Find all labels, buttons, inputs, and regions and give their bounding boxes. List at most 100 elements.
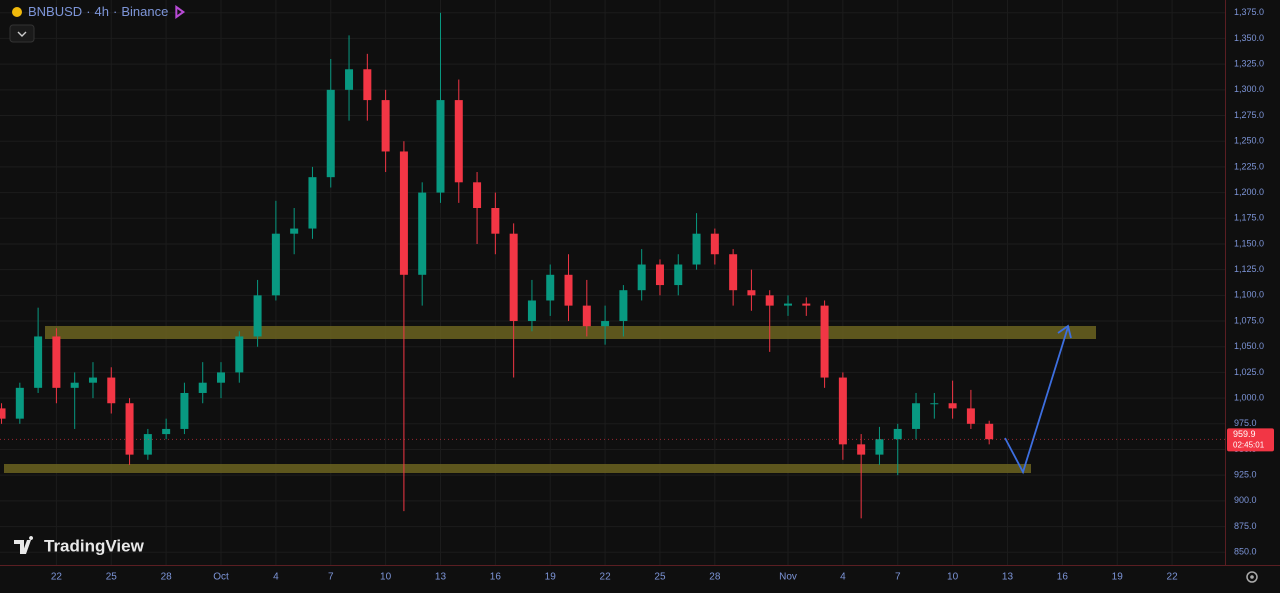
x-tick-label: 16	[490, 572, 502, 583]
share-icon[interactable]	[175, 5, 186, 19]
x-tick-label: 13	[435, 572, 447, 583]
candle-body	[217, 372, 226, 383]
candle-body	[582, 305, 591, 327]
x-tick-label: 19	[1112, 572, 1124, 583]
last-price-tag	[1227, 428, 1274, 452]
settings-button[interactable]	[1246, 571, 1258, 583]
candle-body	[34, 336, 43, 388]
candle-body	[564, 274, 573, 306]
last-price-label: 959.9	[1233, 429, 1256, 439]
candle-body	[601, 321, 610, 327]
candles	[0, 12, 994, 519]
symbol-icon	[12, 7, 22, 17]
separator: ·	[86, 4, 90, 19]
collapse-button[interactable]	[9, 24, 35, 43]
y-tick-label: 1,150.0	[1234, 238, 1264, 248]
candle-body	[436, 100, 445, 193]
x-tick-label: 4	[273, 572, 279, 583]
candle-body	[454, 100, 463, 183]
candle-body	[363, 69, 372, 101]
y-tick-label: 975.0	[1234, 418, 1257, 428]
x-tick-label: 7	[895, 572, 901, 583]
candle-body	[985, 423, 994, 440]
y-tick-label: 925.0	[1234, 470, 1257, 480]
candle-body	[0, 408, 6, 419]
candle-body	[838, 377, 847, 445]
candle-body	[180, 392, 189, 429]
candle-body	[162, 428, 171, 435]
x-tick-label: 25	[654, 572, 666, 583]
y-tick-label: 875.0	[1234, 521, 1257, 531]
candle-body	[820, 305, 829, 378]
candle-body	[308, 177, 317, 229]
x-tick-label: 10	[380, 572, 392, 583]
projection-arrow	[1004, 326, 1069, 475]
candle-body	[857, 444, 866, 455]
y-tick-label: 1,375.0	[1234, 7, 1264, 17]
x-tick-label: 25	[106, 572, 118, 583]
candle-body	[710, 233, 719, 255]
y-tick-label: 1,300.0	[1234, 84, 1264, 94]
arrow-head	[1057, 324, 1072, 339]
x-tick-label: 28	[161, 572, 173, 583]
y-tick-label: 850.0	[1234, 547, 1257, 557]
candle-body	[198, 382, 207, 393]
chevron	[17, 31, 27, 37]
x-tick-label: 28	[709, 572, 721, 583]
candle-body	[527, 300, 536, 322]
candle-body	[52, 336, 61, 388]
separator: ·	[113, 4, 117, 19]
candle-body	[418, 192, 427, 275]
candle-body	[655, 264, 664, 286]
candle-body	[875, 439, 884, 455]
y-tick-label: 1,100.0	[1234, 290, 1264, 300]
logo-text: TradingView	[44, 536, 145, 555]
candle-body	[930, 403, 939, 405]
support-zone	[4, 464, 1031, 473]
price-axis: 850.0875.0900.0925.0950.0975.01,000.01,0…	[1234, 7, 1264, 557]
x-tick-label: 22	[51, 572, 63, 583]
candle-body	[674, 264, 683, 286]
candle-body	[948, 403, 957, 409]
candle-body	[399, 151, 408, 275]
candle-body	[893, 428, 902, 440]
candle-body	[345, 69, 354, 90]
candle-body	[546, 274, 555, 301]
candle-body	[15, 387, 24, 419]
candle-body	[290, 228, 299, 234]
interval[interactable]: 4h	[95, 4, 109, 19]
y-tick-label: 1,200.0	[1234, 187, 1264, 197]
candle-body	[271, 233, 280, 296]
candle-body	[88, 377, 97, 383]
candle-body	[326, 89, 335, 178]
x-tick-label: 22	[1167, 572, 1179, 583]
candle-body	[253, 295, 262, 337]
candle-body	[692, 233, 701, 265]
y-tick-label: 1,025.0	[1234, 367, 1264, 377]
time-axis: 22 25 28 Oct 4 7 10 13 16 19 22 25 28 Nov 4 7 10 13 16 19 22	[51, 572, 1178, 583]
candle-body	[619, 290, 628, 322]
candle-body	[107, 377, 116, 404]
candle-body	[235, 336, 244, 373]
candle-body	[70, 382, 79, 388]
y-tick-label: 1,075.0	[1234, 315, 1264, 325]
x-tick-label: 4	[840, 572, 846, 583]
candle-body	[784, 303, 792, 306]
x-tick-label: Nov	[779, 572, 797, 583]
x-tick-label: 10	[947, 572, 959, 583]
y-tick-label: 1,225.0	[1234, 161, 1264, 171]
candle-body	[729, 254, 738, 291]
candle-body	[747, 290, 756, 296]
exchange: Binance	[121, 4, 168, 19]
y-tick-label: 1,325.0	[1234, 59, 1264, 69]
candle-body	[765, 295, 774, 306]
resistance-zone	[45, 326, 1096, 339]
candle-body	[509, 233, 518, 322]
y-tick-label: 1,050.0	[1234, 341, 1264, 351]
x-tick-label: 7	[328, 572, 334, 583]
y-tick-label: 1,275.0	[1234, 110, 1264, 120]
x-tick-label: Oct	[213, 572, 229, 583]
candle-body	[143, 434, 152, 455]
